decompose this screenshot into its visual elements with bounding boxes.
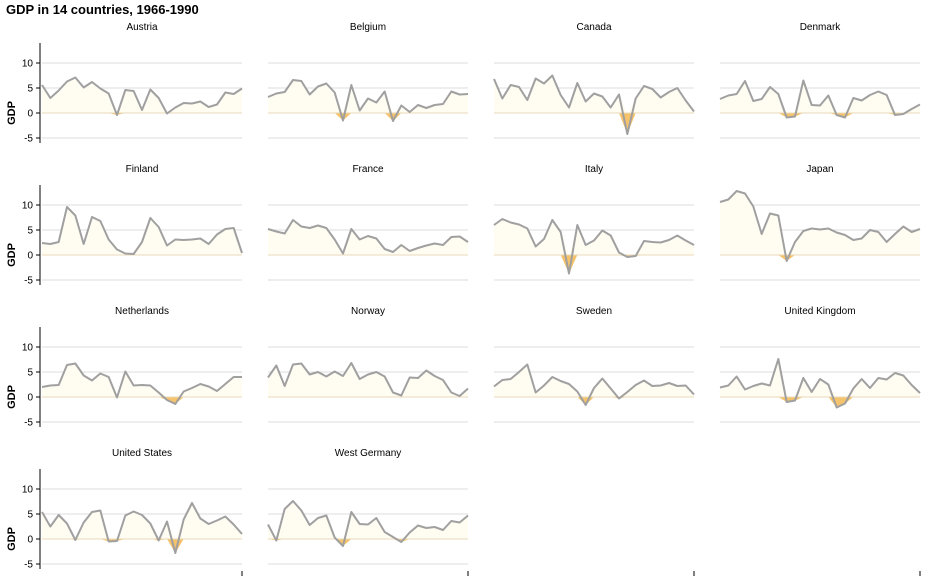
positive-area	[268, 501, 468, 539]
panel-title: West Germany	[335, 448, 402, 459]
panel-netherlands: Netherlands	[41, 306, 242, 423]
positive-area	[42, 363, 242, 397]
negative-area	[720, 255, 920, 261]
y-tick-label: 0	[27, 535, 33, 546]
negative-area	[268, 113, 468, 121]
series-line-austria	[41, 76, 243, 116]
series-line-united-kingdom	[719, 358, 921, 409]
series-line-united-states	[41, 502, 243, 554]
series-line-finland	[41, 206, 243, 255]
panel-title: France	[352, 164, 384, 175]
panel-united-states: United States	[41, 448, 243, 565]
positive-area	[268, 220, 468, 255]
panel-finland: Finland	[41, 164, 243, 281]
panel-title: United Kingdom	[784, 306, 855, 317]
positive-area	[494, 219, 694, 255]
negative-area	[494, 255, 694, 274]
panel-italy: Italy	[493, 164, 695, 281]
series-line-italy	[493, 218, 695, 275]
y-tick-label: -5	[24, 134, 33, 145]
positive-area	[42, 207, 242, 255]
positive-area	[720, 191, 920, 255]
negative-area	[42, 539, 242, 553]
panel-title: Belgium	[350, 22, 386, 33]
panel-title: United States	[112, 448, 172, 459]
series-line-norway	[267, 362, 469, 397]
series-line-denmark	[719, 79, 921, 119]
panel-belgium: Belgium	[267, 22, 469, 139]
series-line-sweden	[493, 363, 695, 406]
panel-denmark: Denmark	[719, 22, 921, 139]
negative-area	[720, 397, 920, 408]
y-axis-row-3: -5 0 5 10 GDP	[6, 327, 41, 429]
y-tick-label: 10	[22, 343, 34, 354]
negative-area	[42, 397, 242, 404]
y-tick-label: 5	[27, 510, 33, 521]
series-line-netherlands	[41, 362, 242, 405]
panel-title: Finland	[126, 164, 159, 175]
panel-west-germany: West Germany	[267, 448, 469, 565]
chart-title: GDP in 14 countries, 1966-1990	[6, 2, 199, 17]
y-tick-label: 10	[22, 201, 34, 212]
negative-area	[720, 113, 920, 118]
panel-title: Netherlands	[115, 306, 169, 317]
panel-title: Denmark	[800, 22, 842, 33]
series-line-japan	[719, 190, 921, 262]
y-tick-label: 10	[22, 59, 34, 70]
series-line-belgium	[267, 79, 469, 122]
y-tick-label: 0	[27, 393, 33, 404]
panel-norway: Norway	[267, 306, 469, 423]
y-axis-label: GDP	[6, 527, 18, 551]
y-tick-label: -5	[24, 418, 33, 429]
positive-area	[720, 80, 920, 113]
series-line-france	[267, 219, 469, 255]
series-line-canada	[493, 74, 695, 135]
panel-canada: Canada	[493, 22, 695, 139]
negative-area	[268, 539, 468, 546]
panel-sweden: Sweden	[493, 306, 695, 423]
panel-title: Canada	[576, 22, 611, 33]
y-tick-label: 10	[22, 485, 34, 496]
panel-title: Austria	[126, 22, 158, 33]
y-axis-label: GDP	[6, 101, 18, 125]
panel-title: Norway	[351, 306, 385, 317]
y-axis-row-4: -5 0 5 10 GDP	[6, 469, 41, 571]
y-tick-label: -5	[24, 276, 33, 287]
panel-title: Italy	[585, 164, 603, 175]
y-tick-label: 0	[27, 251, 33, 262]
panel-title: Sweden	[576, 306, 612, 317]
y-tick-label: 0	[27, 109, 33, 120]
positive-area	[268, 80, 468, 113]
y-tick-label: 5	[27, 84, 33, 95]
negative-area	[494, 397, 694, 405]
y-tick-label: 5	[27, 368, 33, 379]
positive-area	[268, 363, 468, 397]
y-axis-label: GDP	[6, 385, 18, 409]
y-axis-row-2: -5 0 5 10 GDP	[6, 185, 41, 287]
panel-title: Japan	[806, 164, 833, 175]
y-tick-label: -5	[24, 560, 33, 571]
panel-austria: Austria	[41, 22, 243, 139]
series-line-west-germany	[267, 500, 469, 547]
positive-area	[720, 359, 920, 397]
positive-area	[494, 364, 694, 397]
panel-united-kingdom: United Kingdom	[719, 306, 921, 423]
y-axis-row-1: -5 0 5 10 GDP	[6, 43, 41, 145]
y-axis-label: GDP	[6, 243, 18, 267]
panel-japan: Japan	[719, 164, 921, 281]
y-tick-label: 5	[27, 226, 33, 237]
panel-france: France	[267, 164, 469, 281]
negative-area	[494, 113, 694, 134]
